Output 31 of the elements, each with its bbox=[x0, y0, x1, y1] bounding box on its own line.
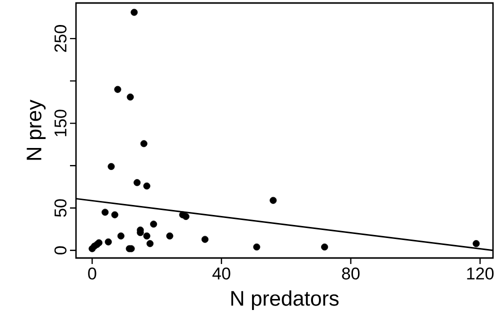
y-tick-label: 50 bbox=[54, 199, 66, 217]
point bbox=[143, 182, 150, 190]
x-tick-label: 0 bbox=[88, 268, 96, 280]
point bbox=[104, 238, 112, 246]
point bbox=[146, 240, 154, 248]
point bbox=[111, 211, 118, 218]
point bbox=[134, 179, 141, 186]
point bbox=[140, 140, 148, 148]
point bbox=[143, 232, 150, 240]
point bbox=[166, 232, 174, 240]
x-tick-label: 40 bbox=[212, 268, 230, 280]
y-tick-label: 0 bbox=[54, 246, 66, 254]
point bbox=[201, 236, 208, 243]
point bbox=[130, 8, 138, 16]
point bbox=[102, 208, 109, 216]
y-axis-title: N prey bbox=[26, 100, 46, 160]
y-tick-label: 250 bbox=[54, 25, 66, 52]
point bbox=[472, 240, 480, 248]
point bbox=[108, 163, 115, 170]
point bbox=[321, 243, 328, 250]
x-axis-title: N predators bbox=[231, 290, 339, 310]
x-tick-label: 120 bbox=[467, 268, 494, 280]
point bbox=[114, 86, 122, 93]
point bbox=[117, 232, 124, 240]
point bbox=[182, 212, 190, 220]
y-tick-label: 150 bbox=[54, 110, 66, 136]
x-tick-label: 80 bbox=[342, 268, 360, 280]
point bbox=[253, 243, 260, 250]
point bbox=[150, 220, 158, 228]
point bbox=[270, 196, 277, 204]
point bbox=[126, 94, 134, 101]
